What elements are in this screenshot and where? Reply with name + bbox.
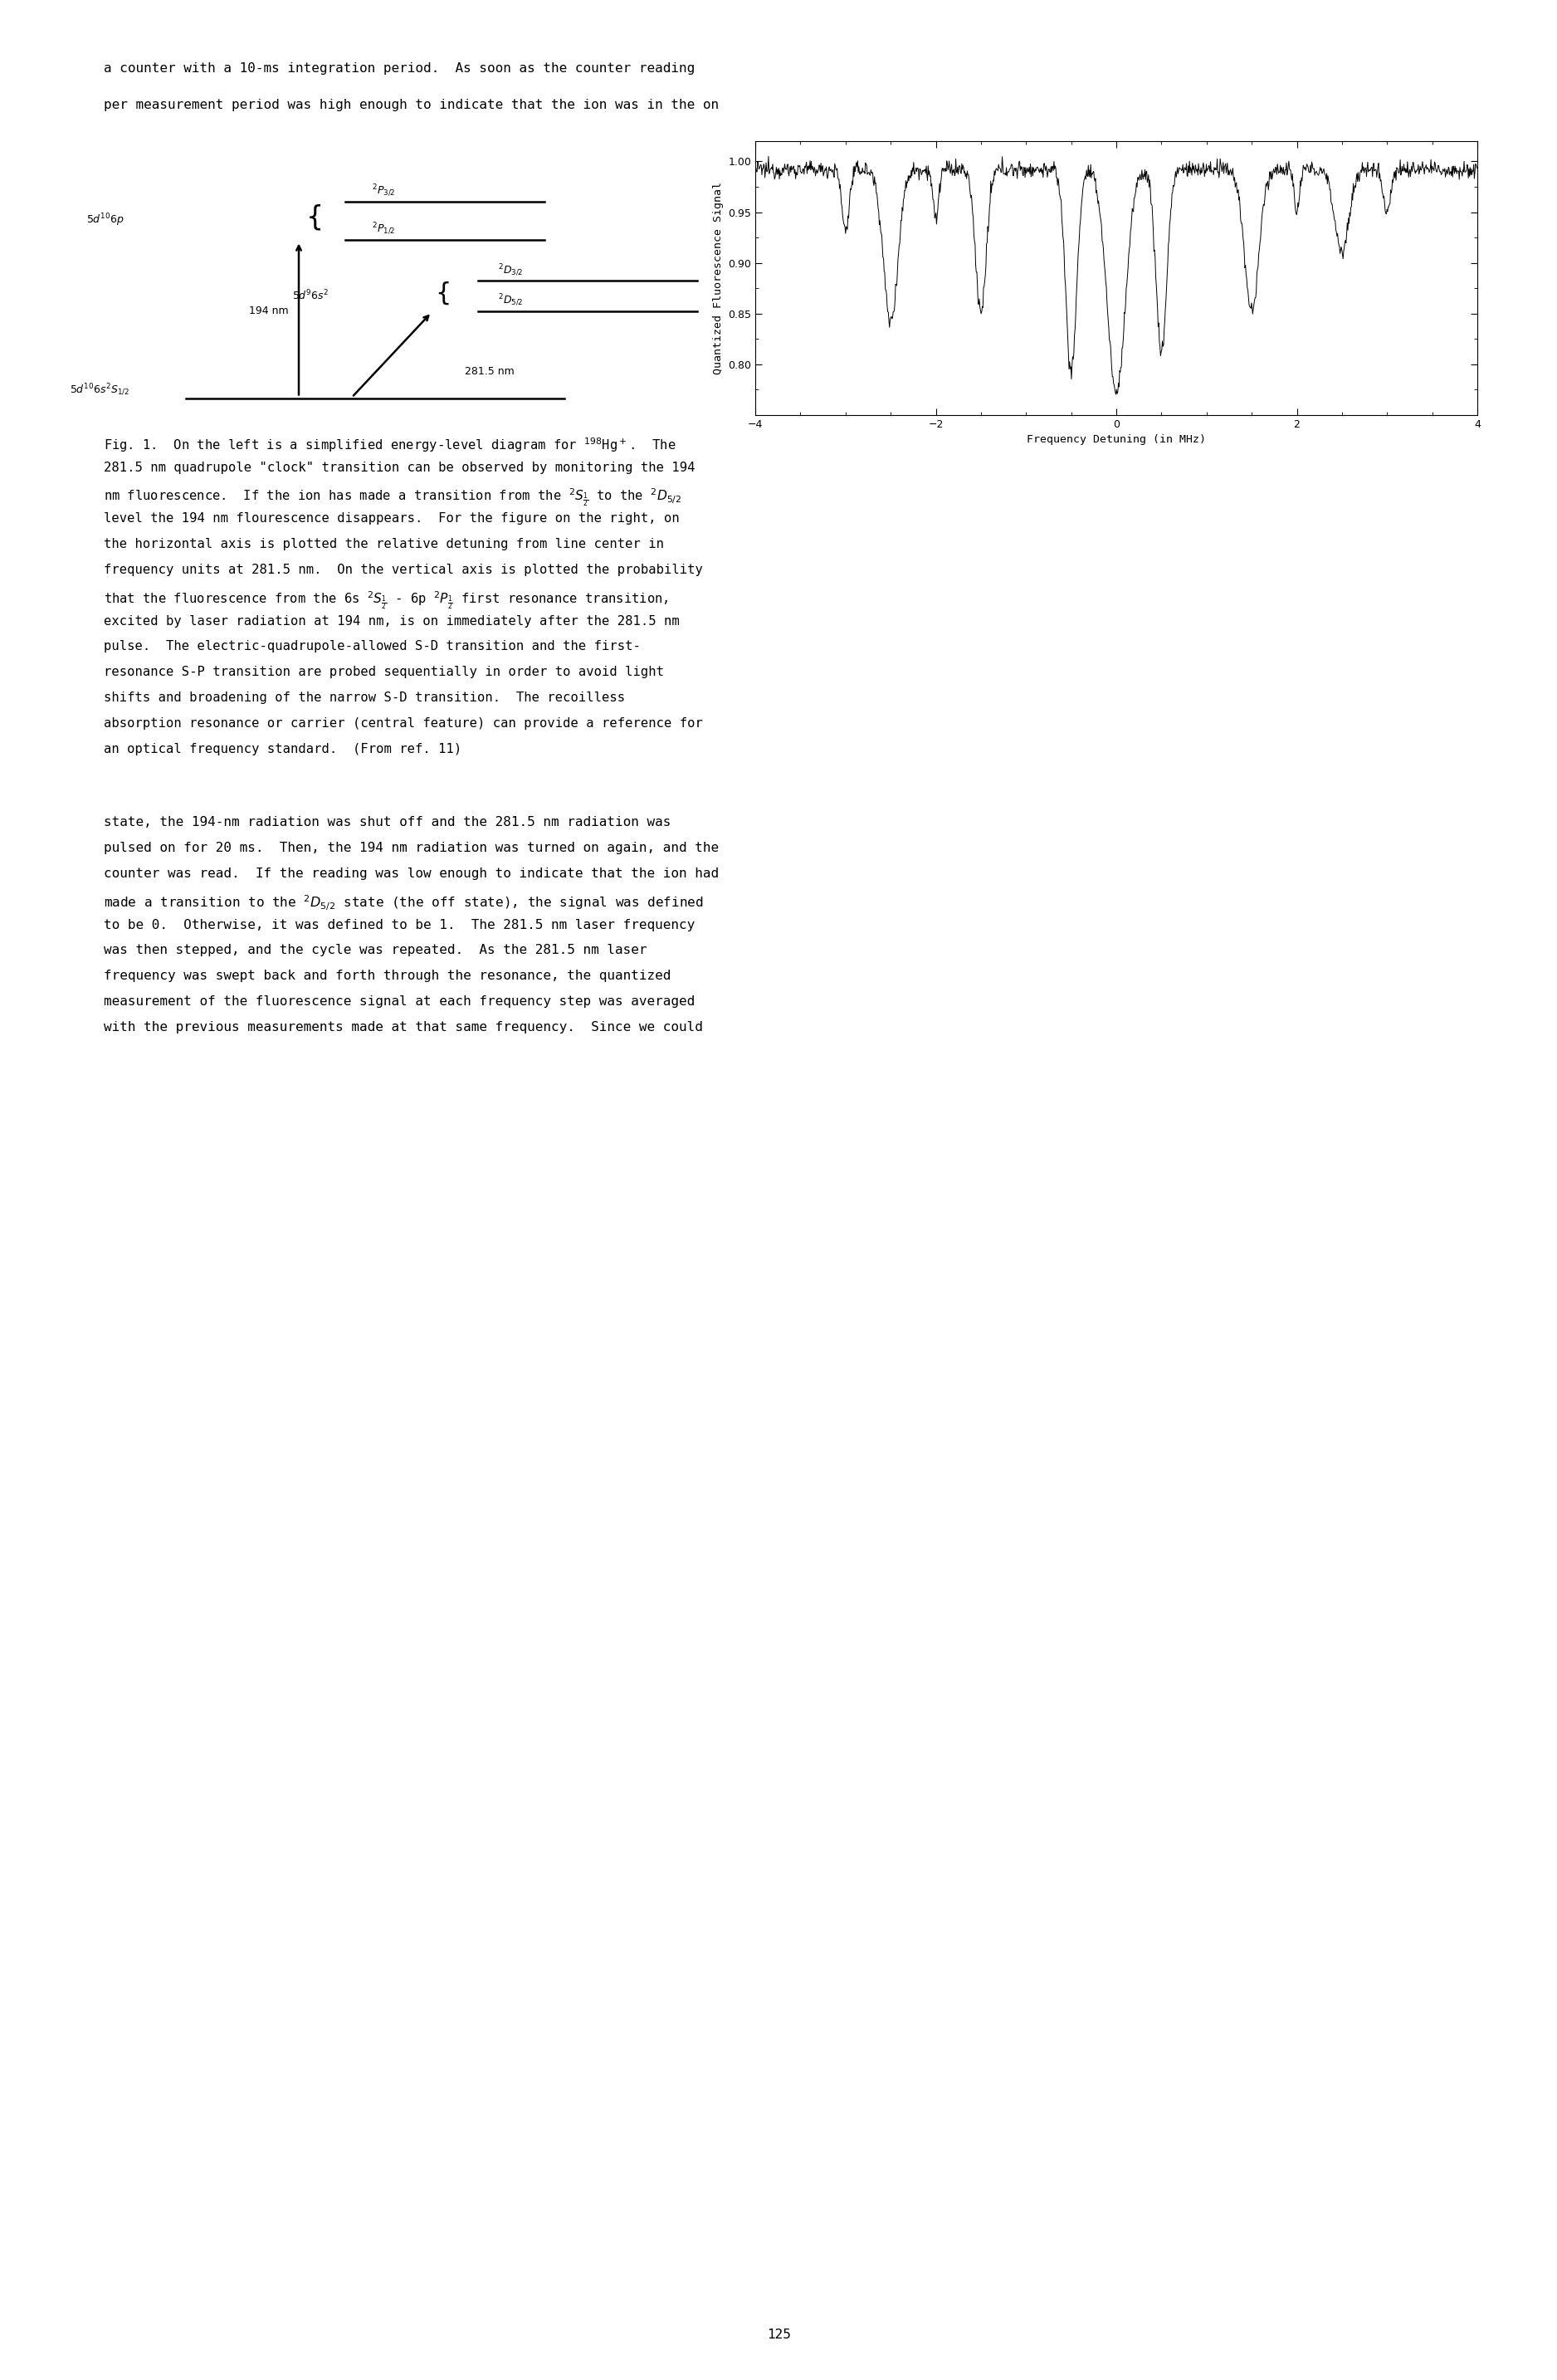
- Text: the horizontal axis is plotted the relative detuning from line center in: the horizontal axis is plotted the relat…: [104, 538, 663, 550]
- Text: level the 194 nm flourescence disappears.  For the figure on the right, on: level the 194 nm flourescence disappears…: [104, 512, 679, 526]
- X-axis label: Frequency Detuning (in MHz): Frequency Detuning (in MHz): [1026, 436, 1207, 445]
- Text: made a transition to the $^2D_{5/2}$ state (the off state), the signal was defin: made a transition to the $^2D_{5/2}$ sta…: [104, 892, 704, 912]
- Text: Fig. 1.  On the left is a simplified energy-level diagram for ${}^{198}$Hg$^+$. : Fig. 1. On the left is a simplified ener…: [104, 436, 676, 455]
- Text: absorption resonance or carrier (central feature) can provide a reference for: absorption resonance or carrier (central…: [104, 716, 702, 731]
- Text: nm fluorescence.  If the ion has made a transition from the $^2S_{\frac{1}{2}}$ : nm fluorescence. If the ion has made a t…: [104, 488, 682, 509]
- Text: pulsed on for 20 ms.  Then, the 194 nm radiation was turned on again, and the: pulsed on for 20 ms. Then, the 194 nm ra…: [104, 843, 719, 854]
- Text: 194 nm: 194 nm: [249, 305, 290, 317]
- Text: $^2D_{5/2}$: $^2D_{5/2}$: [498, 293, 523, 309]
- Text: per measurement period was high enough to indicate that the ion was in the on: per measurement period was high enough t…: [104, 100, 719, 112]
- Text: $^2D_{3/2}$: $^2D_{3/2}$: [498, 262, 523, 278]
- Text: an optical frequency standard.  (From ref. 11): an optical frequency standard. (From ref…: [104, 743, 462, 754]
- Text: with the previous measurements made at that same frequency.  Since we could: with the previous measurements made at t…: [104, 1021, 702, 1033]
- Text: to be 0.  Otherwise, it was defined to be 1.  The 281.5 nm laser frequency: to be 0. Otherwise, it was defined to be…: [104, 919, 694, 931]
- Text: a counter with a 10-ms integration period.  As soon as the counter reading: a counter with a 10-ms integration perio…: [104, 62, 694, 74]
- Text: $5d^{10}6s^2S_{1/2}$: $5d^{10}6s^2S_{1/2}$: [70, 383, 129, 397]
- Text: was then stepped, and the cycle was repeated.  As the 281.5 nm laser: was then stepped, and the cycle was repe…: [104, 945, 648, 957]
- Text: $^2P_{1/2}$: $^2P_{1/2}$: [372, 221, 395, 238]
- Text: $5d^96s^2$: $5d^96s^2$: [293, 288, 329, 302]
- Text: $5d^{10}6p$: $5d^{10}6p$: [86, 212, 125, 228]
- Text: $^2P_{3/2}$: $^2P_{3/2}$: [372, 183, 395, 198]
- Text: 281.5 nm: 281.5 nm: [466, 367, 514, 376]
- Text: pulse.  The electric-quadrupole-allowed S-D transition and the first-: pulse. The electric-quadrupole-allowed S…: [104, 640, 640, 652]
- Text: that the fluorescence from the 6s $^2S_{\frac{1}{2}}$ - 6p $^2P_{\frac{1}{2}}$ f: that the fluorescence from the 6s $^2S_{…: [104, 590, 668, 612]
- Text: frequency was swept back and forth through the resonance, the quantized: frequency was swept back and forth throu…: [104, 969, 671, 983]
- Text: excited by laser radiation at 194 nm, is on immediately after the 281.5 nm: excited by laser radiation at 194 nm, is…: [104, 614, 679, 628]
- Text: $\{$: $\{$: [305, 202, 321, 233]
- Text: shifts and broadening of the narrow S-D transition.  The recoilless: shifts and broadening of the narrow S-D …: [104, 693, 624, 704]
- Text: state, the 194-nm radiation was shut off and the 281.5 nm radiation was: state, the 194-nm radiation was shut off…: [104, 816, 671, 828]
- Text: $\{$: $\{$: [434, 281, 450, 307]
- Text: resonance S-P transition are probed sequentially in order to avoid light: resonance S-P transition are probed sequ…: [104, 666, 663, 678]
- Y-axis label: Quantized Fluorescence Signal: Quantized Fluorescence Signal: [713, 181, 724, 374]
- Text: frequency units at 281.5 nm.  On the vertical axis is plotted the probability: frequency units at 281.5 nm. On the vert…: [104, 564, 702, 576]
- Text: counter was read.  If the reading was low enough to indicate that the ion had: counter was read. If the reading was low…: [104, 866, 719, 881]
- Text: 125: 125: [766, 2328, 791, 2342]
- Text: measurement of the fluorescence signal at each frequency step was averaged: measurement of the fluorescence signal a…: [104, 995, 694, 1007]
- Text: 281.5 nm quadrupole "clock" transition can be observed by monitoring the 194: 281.5 nm quadrupole "clock" transition c…: [104, 462, 694, 474]
